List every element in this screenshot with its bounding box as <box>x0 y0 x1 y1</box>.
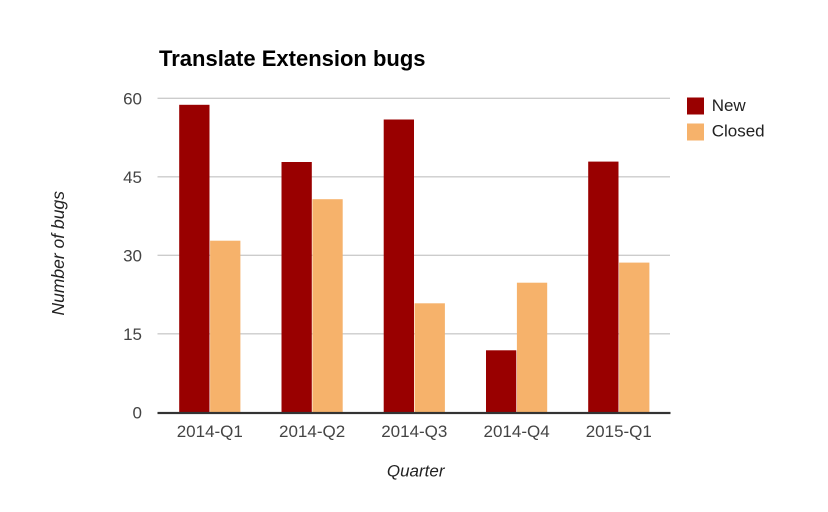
svg-text:New: New <box>712 96 747 115</box>
svg-text:2014-Q1: 2014-Q1 <box>177 422 243 441</box>
svg-text:2014-Q4: 2014-Q4 <box>484 422 550 441</box>
svg-text:30: 30 <box>123 246 142 265</box>
svg-text:2014-Q2: 2014-Q2 <box>279 422 345 441</box>
svg-text:60: 60 <box>123 89 142 108</box>
svg-text:2014-Q3: 2014-Q3 <box>381 422 447 441</box>
svg-text:Number of bugs: Number of bugs <box>48 191 68 316</box>
svg-text:2015-Q1: 2015-Q1 <box>586 422 652 441</box>
svg-text:Quarter: Quarter <box>387 462 446 481</box>
svg-text:Translate Extension bugs: Translate Extension bugs <box>159 46 426 71</box>
svg-text:Closed: Closed <box>712 122 765 141</box>
svg-text:0: 0 <box>133 403 142 422</box>
svg-text:15: 15 <box>123 325 142 344</box>
svg-text:45: 45 <box>123 168 142 187</box>
